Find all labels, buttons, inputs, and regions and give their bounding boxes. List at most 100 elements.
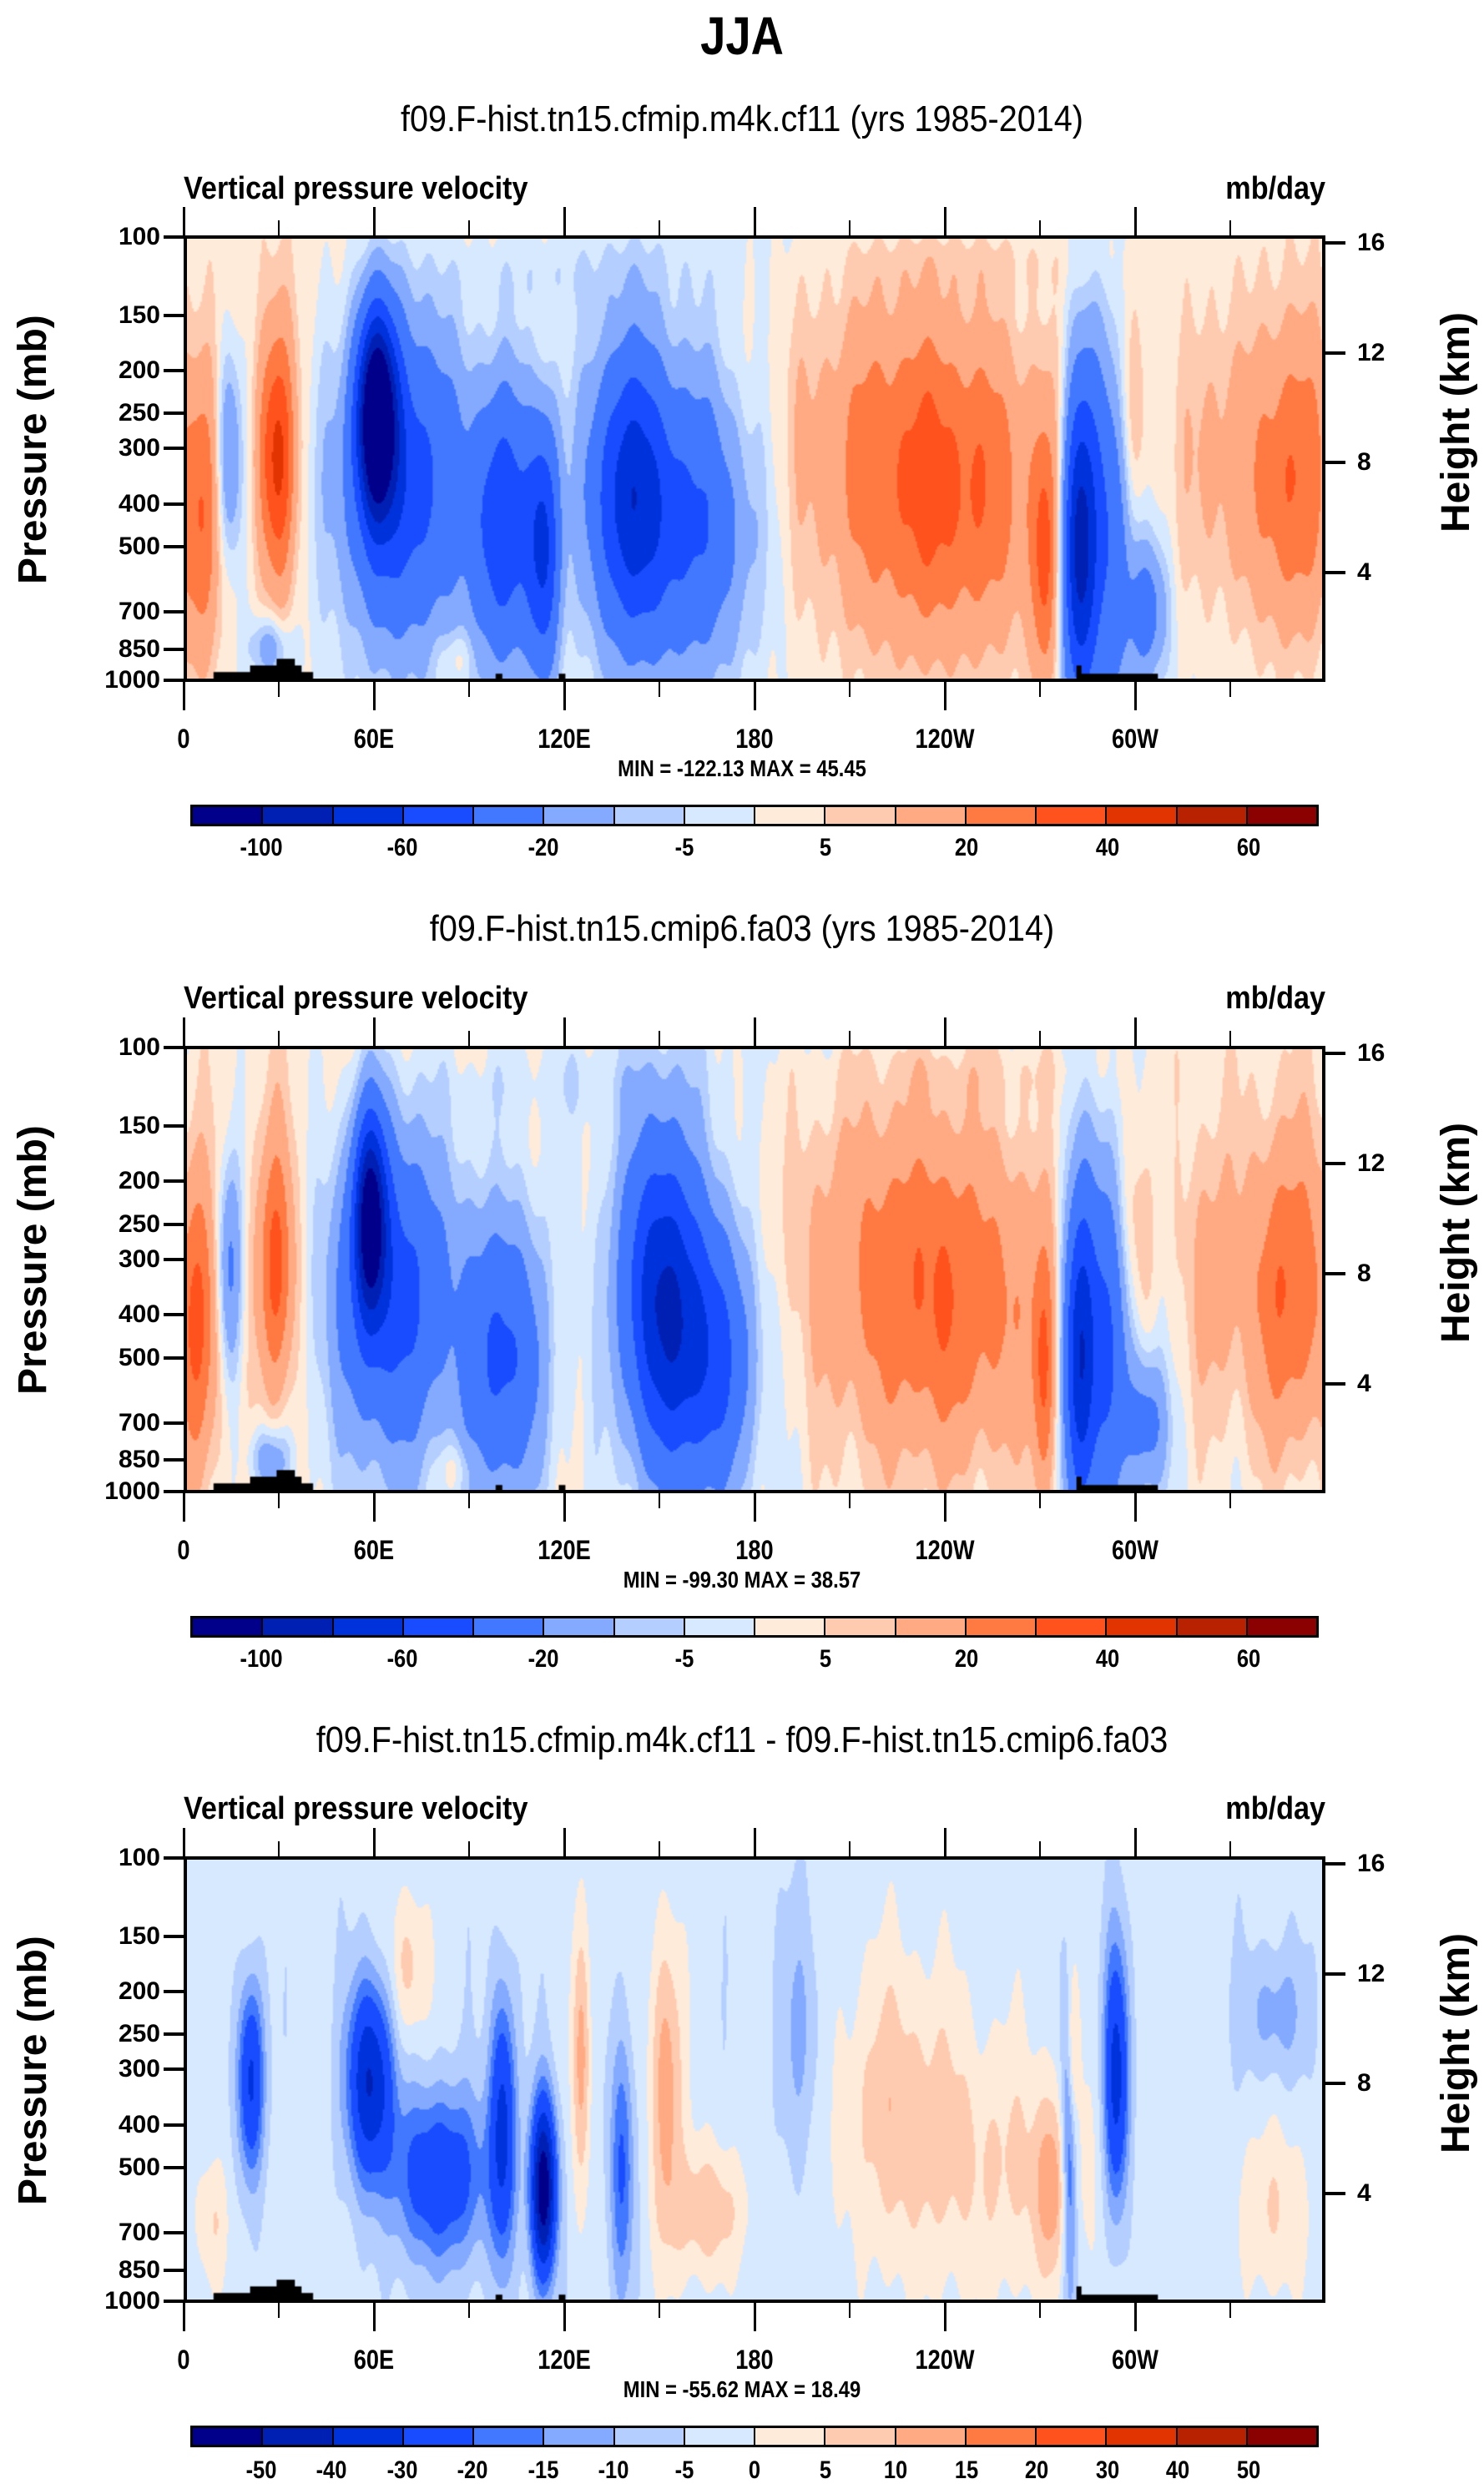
x-major-tick-top [1133, 207, 1137, 237]
contour-plot-area [184, 235, 1325, 682]
x-minor-tick-bottom [278, 680, 280, 697]
colorbar-box [684, 2428, 755, 2445]
x-major-tick-bottom [1133, 2301, 1137, 2331]
min-max-stats: MIN = -122.13 MAX = 45.45 [618, 755, 866, 781]
colorbar-label: 5 [819, 2456, 831, 2484]
x-minor-tick-bottom [659, 680, 660, 697]
x-minor-tick-top [1039, 220, 1041, 237]
colorbar-box [825, 1618, 896, 1635]
colorbar-label: 20 [954, 1645, 978, 1673]
contour-field [187, 1860, 1322, 2300]
x-tick-label: 60E [353, 2345, 395, 2375]
x-major-tick-top [943, 207, 946, 237]
variable-name: Vertical pressure velocity [184, 171, 528, 206]
height-tick-label: 4 [1357, 558, 1371, 587]
x-minor-tick-bottom [849, 680, 851, 697]
y-tick-label: 500 [118, 533, 160, 561]
colorbar-box [474, 807, 545, 824]
y-axis-title-height: Height (km) [1434, 311, 1478, 533]
colorbar-box [1177, 1618, 1248, 1635]
y-tick-label: 200 [118, 356, 160, 384]
colorbar-box [896, 1618, 967, 1635]
y-tick [164, 1458, 184, 1462]
colorbar [190, 1616, 1319, 1638]
y-tick-label: 400 [118, 489, 160, 518]
colorbar-label: 50 [1236, 2456, 1260, 2484]
x-minor-tick-bottom [468, 1492, 470, 1508]
x-minor-tick-top [659, 1841, 660, 1858]
height-tick [1325, 240, 1345, 245]
height-tick [1325, 2192, 1345, 2196]
colorbar-label: -20 [457, 2456, 488, 2484]
x-minor-tick-bottom [659, 2301, 660, 2318]
x-minor-tick-top [659, 1031, 660, 1048]
units-label: mb/day [1225, 171, 1325, 206]
x-major-tick-bottom [753, 680, 756, 710]
y-tick-label: 700 [118, 1408, 160, 1436]
y-tick [164, 1490, 184, 1493]
colorbar-box [333, 807, 404, 824]
height-tick [1325, 351, 1345, 355]
y-tick-label: 150 [118, 300, 160, 329]
y-tick [164, 609, 184, 613]
y-tick-label: 400 [118, 2110, 160, 2138]
colorbar-box [193, 1618, 264, 1635]
x-minor-tick-top [278, 1841, 280, 1858]
colorbar-label: -50 [245, 2456, 276, 2484]
y-tick-label: 500 [118, 1343, 160, 1371]
colorbar-box [1037, 1618, 1108, 1635]
x-minor-tick-bottom [849, 2301, 851, 2318]
colorbar-label: -5 [674, 2456, 694, 2484]
x-major-tick-top [372, 1017, 376, 1048]
y-tick-label: 200 [118, 1977, 160, 2005]
x-minor-tick-top [468, 1841, 470, 1858]
colorbar-box [755, 2428, 826, 2445]
height-tick [1325, 1972, 1345, 1976]
x-major-tick-bottom [943, 680, 946, 710]
y-tick [164, 1934, 184, 1938]
x-major-tick-top [753, 1828, 756, 1858]
y-axis-title-height: Height (km) [1434, 1123, 1478, 1343]
x-minor-tick-top [1229, 1031, 1231, 1048]
height-tick [1325, 1051, 1345, 1055]
variable-name: Vertical pressure velocity [184, 981, 528, 1016]
y-tick-label: 300 [118, 434, 160, 462]
y-tick [164, 313, 184, 317]
colorbar-box [193, 2428, 264, 2445]
height-tick-label: 8 [1357, 2069, 1371, 2098]
colorbar-label: -100 [239, 1645, 283, 1673]
units-label: mb/day [1225, 981, 1325, 1016]
colorbar-box [193, 807, 264, 824]
y-tick-label: 700 [118, 597, 160, 625]
colorbar-label: 40 [1095, 1645, 1119, 1673]
colorbar-label: 20 [954, 834, 978, 861]
units-label: mb/day [1225, 1791, 1325, 1826]
colorbar-box [474, 1618, 545, 1635]
y-tick [164, 1222, 184, 1226]
colorbar-box [1247, 1618, 1316, 1635]
colorbar-box [966, 807, 1037, 824]
height-tick-label: 12 [1357, 1959, 1386, 1987]
colorbar-label: 5 [819, 834, 831, 861]
colorbar-label: -30 [386, 2456, 417, 2484]
y-tick [164, 2067, 184, 2072]
y-tick-label: 300 [118, 1245, 160, 1273]
x-minor-tick-top [1229, 220, 1231, 237]
y-tick [164, 1856, 184, 1860]
x-tick-label: 120E [538, 2345, 591, 2375]
colorbar-box [966, 2428, 1037, 2445]
colorbar-label: -5 [674, 1645, 694, 1673]
colorbar-label: 20 [1024, 2456, 1049, 2484]
x-tick-label: 0 [177, 724, 190, 754]
height-tick-label: 4 [1357, 1369, 1371, 1397]
colorbar-label: -5 [674, 834, 694, 861]
x-minor-tick-bottom [1039, 1492, 1041, 1508]
x-minor-tick-bottom [1229, 2301, 1231, 2318]
panel-title: f09.F-hist.tn15.cmip6.fa03 (yrs 1985-201… [429, 908, 1055, 949]
y-tick-label: 700 [118, 2218, 160, 2246]
x-minor-tick-top [468, 1031, 470, 1048]
colorbar-box [966, 1618, 1037, 1635]
colorbar-box [684, 1618, 755, 1635]
colorbar-label: 5 [819, 1645, 831, 1673]
y-tick-label: 150 [118, 1921, 160, 1950]
